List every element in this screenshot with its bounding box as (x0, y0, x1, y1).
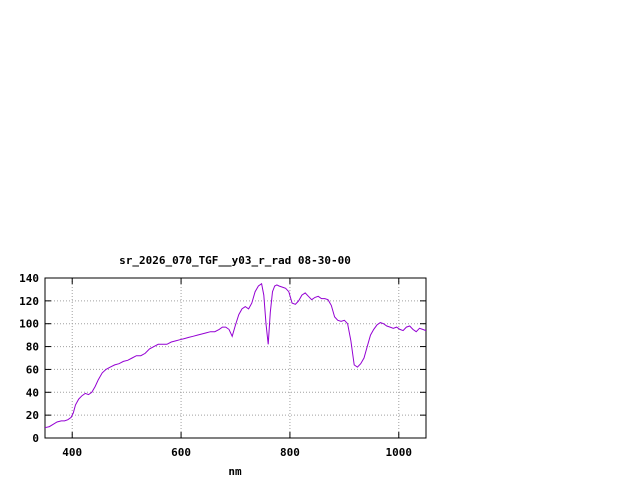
series-line-1 (44, 282, 427, 429)
y-tick-label: 80 (26, 341, 39, 354)
y-tick-label: 0 (32, 432, 39, 445)
x-tick-label: 800 (280, 446, 300, 459)
plot-frame (44, 277, 427, 439)
x-axis-label: nm (228, 465, 242, 478)
x-tick-label: 400 (62, 446, 82, 459)
series-layer (44, 282, 427, 429)
y-tick-label: 40 (26, 386, 39, 399)
y-tick-label: 100 (19, 318, 39, 331)
y-tick-label: 120 (19, 295, 39, 308)
x-tick-label: 600 (171, 446, 191, 459)
y-tick-label: 20 (26, 409, 39, 422)
axes (44, 277, 427, 439)
y-tick-label: 140 (19, 272, 39, 285)
grid (45, 278, 426, 438)
tick-labels: 0 20 40 60 80 100 120 140 400 600 800 1000 (19, 272, 412, 459)
y-tick-label: 60 (26, 363, 39, 376)
x-tick-label: 1000 (386, 446, 413, 459)
chart-title: sr_2026_070_TGF__y03_r_rad 08-30-00 (119, 254, 351, 267)
